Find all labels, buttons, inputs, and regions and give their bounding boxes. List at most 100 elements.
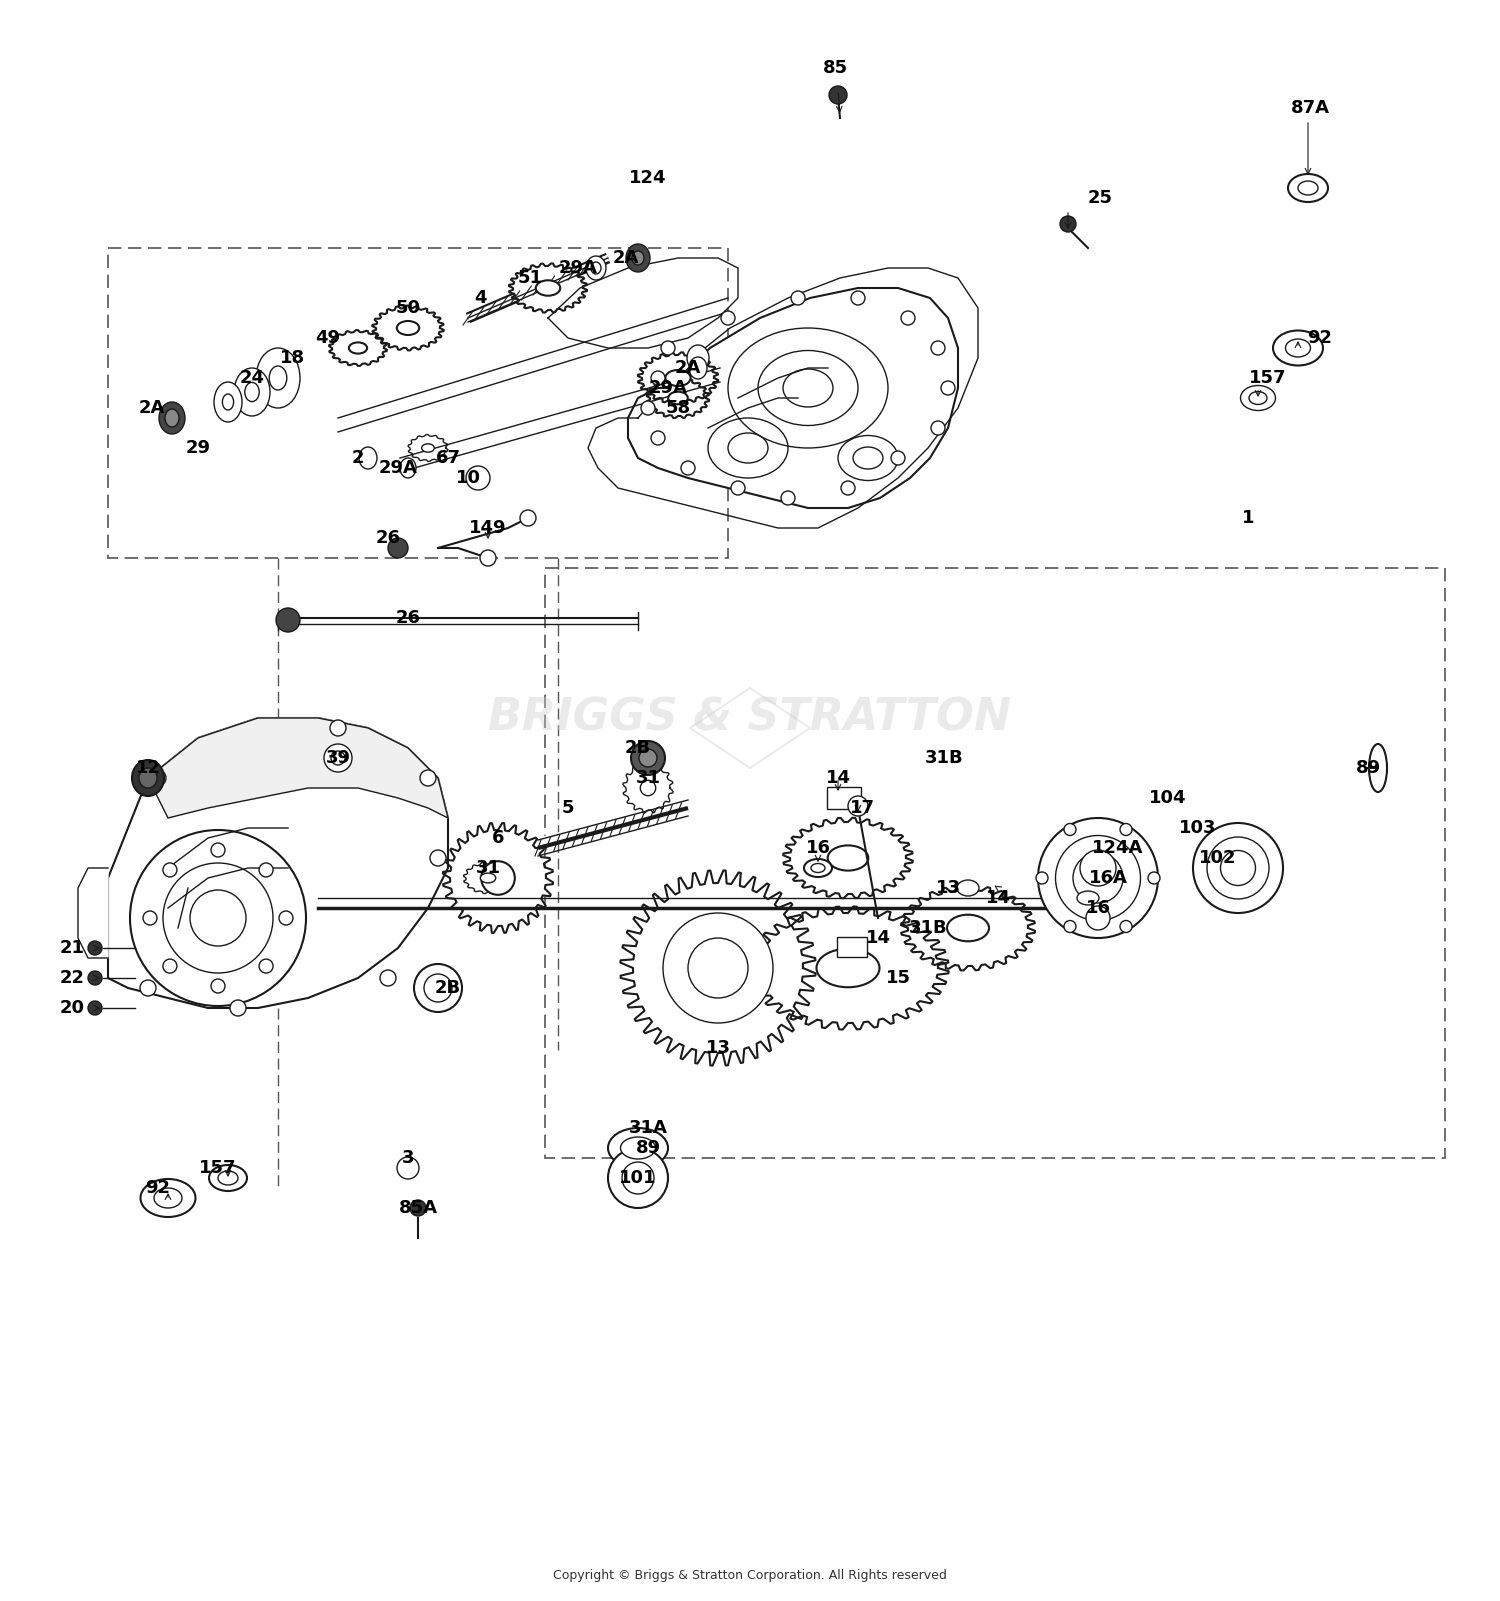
Circle shape (1148, 873, 1160, 884)
Text: 2: 2 (351, 448, 364, 467)
Text: 26: 26 (396, 608, 420, 628)
Circle shape (1120, 823, 1132, 836)
Text: 24: 24 (240, 368, 264, 387)
Circle shape (211, 978, 225, 993)
Ellipse shape (159, 402, 184, 434)
Ellipse shape (828, 845, 868, 871)
Ellipse shape (1056, 836, 1140, 921)
Text: 92: 92 (146, 1178, 171, 1198)
FancyBboxPatch shape (837, 937, 867, 957)
Text: 157: 157 (200, 1159, 237, 1177)
Text: 3: 3 (402, 1150, 414, 1167)
Text: 12: 12 (135, 759, 160, 776)
Text: 67: 67 (435, 448, 460, 467)
Text: 21: 21 (60, 940, 84, 957)
Circle shape (410, 1201, 426, 1217)
Text: 20: 20 (60, 999, 84, 1017)
Ellipse shape (165, 408, 178, 427)
Ellipse shape (688, 357, 706, 379)
Ellipse shape (209, 1166, 248, 1191)
Circle shape (651, 371, 664, 384)
Text: 103: 103 (1179, 820, 1216, 837)
Circle shape (190, 890, 246, 946)
Circle shape (1060, 216, 1076, 232)
Polygon shape (78, 868, 108, 957)
Ellipse shape (422, 443, 435, 451)
Text: 157: 157 (1250, 368, 1287, 387)
Circle shape (164, 863, 273, 973)
Circle shape (150, 770, 166, 786)
Ellipse shape (256, 347, 300, 408)
Ellipse shape (632, 251, 644, 266)
Ellipse shape (1274, 330, 1323, 365)
Ellipse shape (1038, 818, 1158, 938)
Text: 14: 14 (986, 889, 1011, 908)
Text: 50: 50 (396, 299, 420, 317)
Text: 5: 5 (561, 799, 574, 817)
Circle shape (651, 431, 664, 445)
Circle shape (940, 381, 956, 395)
Ellipse shape (626, 243, 650, 272)
Polygon shape (148, 717, 448, 818)
Polygon shape (783, 818, 914, 898)
Text: 25: 25 (1088, 189, 1113, 207)
Text: 31A: 31A (628, 1119, 668, 1137)
Circle shape (850, 291, 865, 306)
Polygon shape (628, 288, 958, 508)
Ellipse shape (536, 280, 561, 296)
Text: 2B: 2B (626, 740, 651, 757)
Ellipse shape (957, 881, 980, 897)
Circle shape (902, 311, 915, 325)
Text: 14: 14 (865, 929, 891, 948)
Circle shape (230, 1001, 246, 1017)
Text: 13: 13 (936, 879, 960, 897)
Circle shape (847, 796, 868, 817)
Ellipse shape (639, 749, 657, 767)
Polygon shape (408, 434, 448, 461)
Text: 51: 51 (518, 269, 543, 287)
Text: 29: 29 (186, 439, 210, 456)
Ellipse shape (1192, 823, 1282, 913)
Text: 29A: 29A (378, 459, 417, 477)
Text: 16A: 16A (1089, 869, 1128, 887)
Ellipse shape (586, 256, 606, 280)
Ellipse shape (350, 343, 368, 354)
Text: BRIGGS & STRATTON: BRIGGS & STRATTON (489, 696, 1011, 740)
Text: 87A: 87A (1290, 99, 1329, 117)
Circle shape (130, 829, 306, 1005)
Ellipse shape (154, 1188, 182, 1209)
Polygon shape (747, 906, 948, 1029)
Polygon shape (638, 352, 718, 403)
Circle shape (1064, 823, 1076, 836)
Ellipse shape (222, 394, 234, 410)
Ellipse shape (217, 1170, 238, 1185)
Circle shape (380, 970, 396, 986)
Circle shape (663, 913, 772, 1023)
Circle shape (466, 466, 490, 490)
Text: 2B: 2B (435, 978, 460, 997)
Circle shape (324, 744, 352, 772)
Circle shape (88, 1001, 102, 1015)
Circle shape (88, 970, 102, 985)
Ellipse shape (141, 1178, 195, 1217)
Text: 2A: 2A (675, 359, 700, 376)
Text: 89: 89 (1356, 759, 1380, 776)
Ellipse shape (140, 768, 158, 788)
Ellipse shape (1370, 744, 1388, 792)
Circle shape (730, 480, 746, 495)
Ellipse shape (1298, 181, 1318, 195)
Ellipse shape (1072, 853, 1124, 903)
Ellipse shape (1208, 837, 1269, 900)
Ellipse shape (812, 863, 825, 873)
Circle shape (332, 751, 345, 765)
Circle shape (260, 863, 273, 877)
Circle shape (260, 959, 273, 973)
Text: 2A: 2A (140, 399, 165, 416)
Circle shape (640, 400, 656, 415)
Ellipse shape (946, 914, 988, 941)
Text: 17: 17 (849, 799, 874, 817)
Text: 2A: 2A (614, 250, 639, 267)
Text: 31: 31 (636, 768, 660, 788)
Circle shape (1120, 921, 1132, 932)
Ellipse shape (804, 860, 832, 877)
